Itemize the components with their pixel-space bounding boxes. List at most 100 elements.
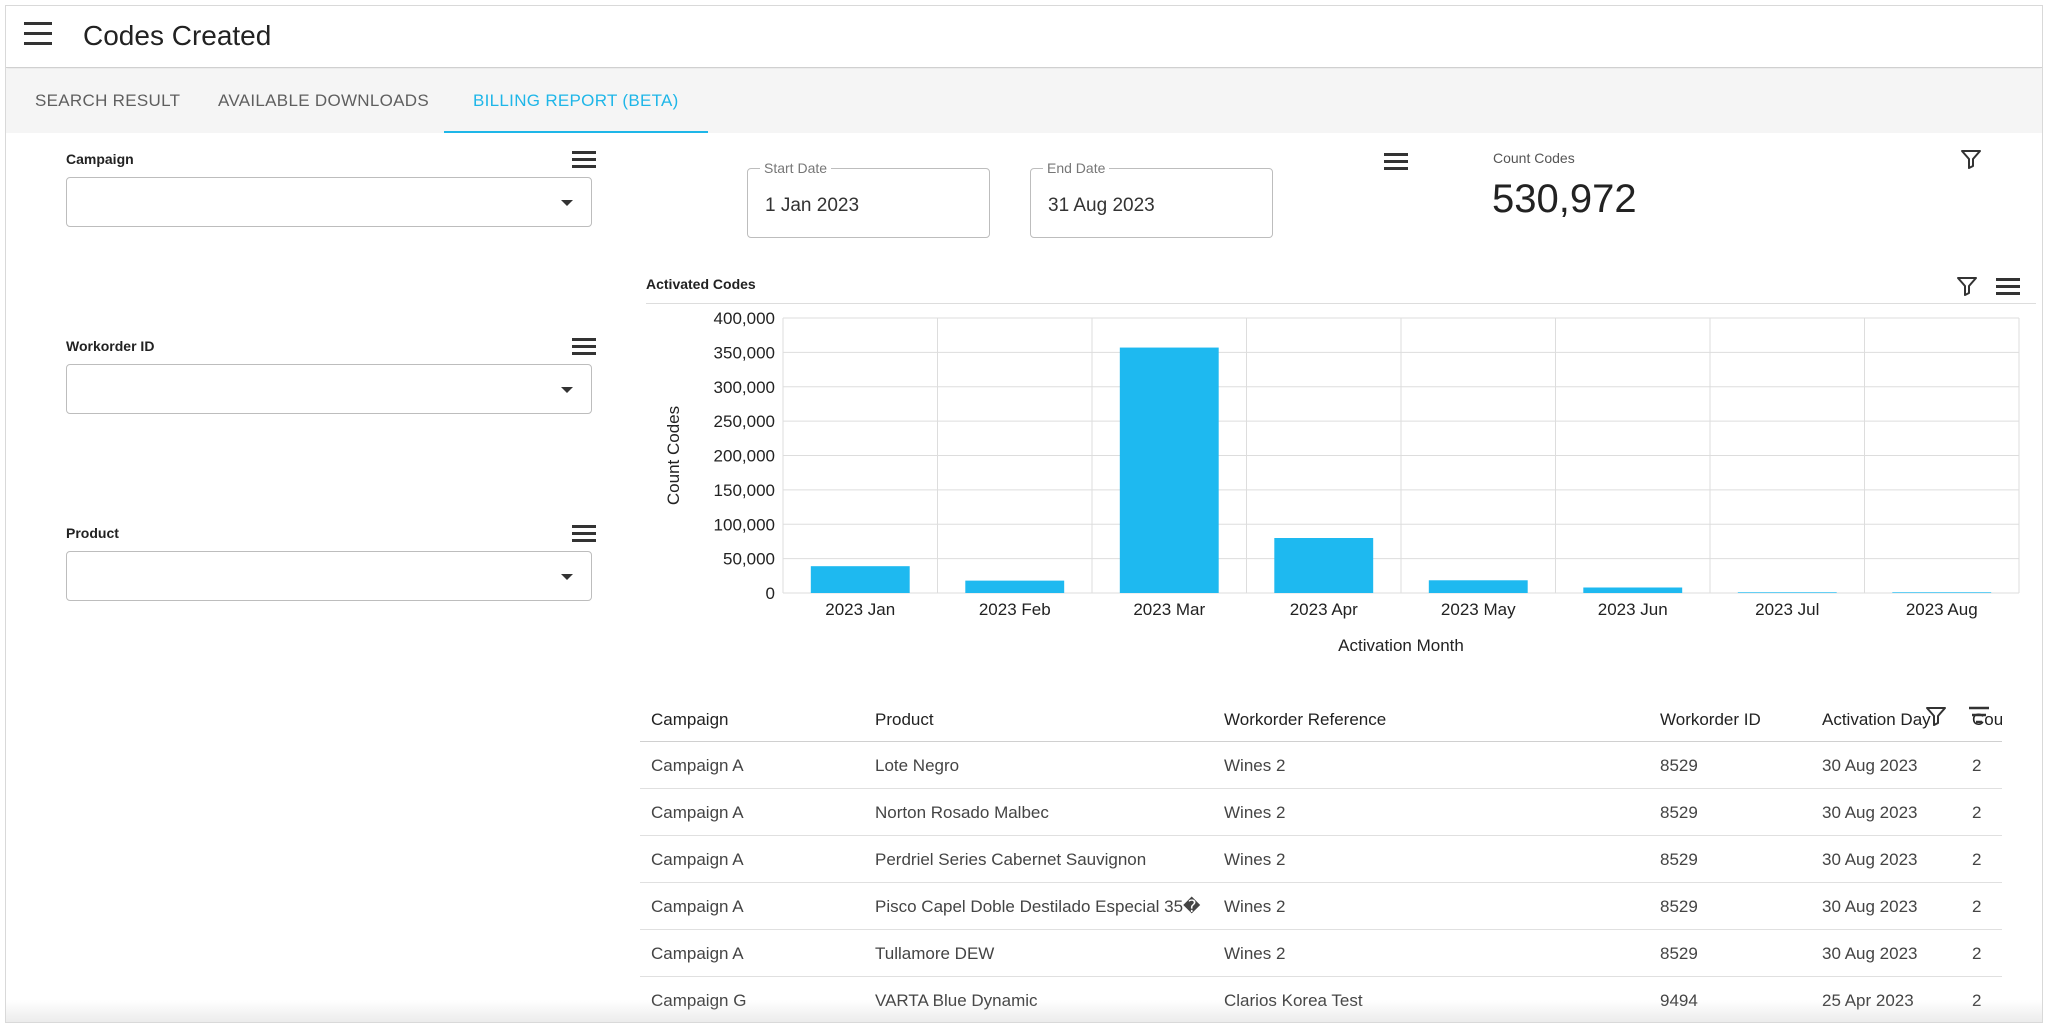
cell-workorder-reference: Clarios Korea Test: [1224, 977, 1363, 1022]
column-header-workorder-reference[interactable]: Workorder Reference: [1224, 710, 1387, 729]
campaign-select[interactable]: [66, 177, 592, 227]
sort-lines-icon[interactable]: [1967, 705, 1991, 725]
bar-2023-jun: [1583, 587, 1683, 593]
table-row[interactable]: Campaign A Perdriel Series Cabernet Sauvi…: [640, 836, 2002, 883]
cell-campaign: Campaign A: [651, 944, 744, 963]
chart-section-title: Activated Codes: [646, 276, 756, 292]
tab-search-result[interactable]: SEARCH RESULT: [35, 91, 181, 110]
cell-activation-day: 30 Aug 2023: [1822, 944, 1918, 963]
menu-lines-icon[interactable]: [1384, 153, 1408, 173]
cell-campaign: Campaign A: [651, 756, 744, 775]
cell-campaign: Campaign G: [651, 977, 746, 1022]
cell-workorder-reference: Wines 2: [1224, 944, 1286, 963]
workorder-filter: Workorder ID: [66, 338, 596, 414]
report-content: Campaign Workorder ID Product: [6, 133, 2042, 1022]
campaign-filter-label: Campaign: [66, 151, 134, 167]
table-row[interactable]: Campaign A Tullamore DEW Wines 2 8529 30 Aug…: [640, 930, 2002, 977]
cell-activation-day: 30 Aug 2023: [1822, 850, 1918, 869]
end-date-label: End Date: [1043, 160, 1110, 176]
cell-workorder-id: 8529: [1660, 897, 1698, 916]
x-tick-label: 2023 Aug: [1906, 600, 1978, 619]
column-header-workorder-id[interactable]: Workorder ID: [1660, 710, 1761, 729]
cell-campaign: Campaign A: [651, 897, 744, 916]
cell-workorder-reference: Wines 2: [1224, 897, 1286, 916]
table-row[interactable]: Campaign G VARTA Blue Dynamic Clarios Kore…: [640, 977, 2002, 1022]
workorder-select[interactable]: [66, 364, 592, 414]
top-app-bar: Codes Created: [6, 6, 2042, 68]
product-filter-label: Product: [66, 525, 119, 541]
cell-product: Pisco Capel Doble Destilado Especial 35�: [875, 897, 1201, 916]
cell-workorder-id: 8529: [1660, 850, 1698, 869]
cell-product: Norton Rosado Malbec: [875, 803, 1049, 822]
cell-activation-day: 30 Aug 2023: [1822, 756, 1918, 775]
y-tick-label: 50,000: [723, 550, 775, 569]
bar-2023-jan: [810, 566, 910, 593]
app-window: Codes Created SEARCH RESULT AVAILABLE DO…: [5, 5, 2043, 1023]
cell-activation-day: 25 Apr 2023: [1822, 977, 1914, 1022]
y-tick-label: 0: [766, 584, 775, 603]
bar-2023-feb: [965, 580, 1065, 593]
cell-count: 2: [1972, 756, 1982, 775]
section-divider: [646, 303, 2036, 304]
cell-campaign: Campaign A: [651, 803, 744, 822]
y-tick-label: 300,000: [714, 378, 775, 397]
y-tick-label: 150,000: [714, 481, 775, 500]
y-tick-label: 350,000: [714, 343, 775, 362]
product-select[interactable]: [66, 551, 592, 601]
menu-lines-icon[interactable]: [572, 338, 596, 358]
cell-product: VARTA Blue Dynamic: [875, 977, 1205, 1022]
x-tick-label: 2023 May: [1441, 600, 1516, 619]
cell-workorder-id: 9494: [1660, 977, 1698, 1022]
column-header-product[interactable]: Product: [875, 710, 934, 729]
tab-billing-report[interactable]: BILLING REPORT (BETA): [444, 69, 708, 133]
campaign-filter: Campaign: [66, 151, 596, 227]
end-date-field[interactable]: End Date 31 Aug 2023: [1030, 160, 1273, 238]
bottom-shadow: [6, 1000, 2042, 1022]
menu-lines-icon[interactable]: [572, 151, 596, 171]
table-row[interactable]: Campaign A Pisco Capel Doble Destilado Es…: [640, 883, 2002, 930]
cell-count: 2: [1972, 977, 1981, 1022]
menu-lines-icon[interactable]: [1996, 278, 2020, 298]
cell-count: 2: [1972, 944, 1982, 963]
x-tick-label: 2023 Feb: [979, 600, 1051, 619]
table-row[interactable]: Campaign A Norton Rosado Malbec Wines 2 852…: [640, 789, 2002, 836]
cell-count: 2: [1972, 850, 1982, 869]
cell-activation-day: 30 Aug 2023: [1822, 803, 1918, 822]
cell-product: Perdriel Series Cabernet Sauvignon: [875, 850, 1147, 869]
cell-workorder-id: 8529: [1660, 803, 1698, 822]
end-date-value: 31 Aug 2023: [1048, 195, 1155, 216]
x-tick-label: 2023 Jul: [1755, 600, 1819, 619]
tab-available-downloads[interactable]: AVAILABLE DOWNLOADS: [218, 91, 430, 110]
y-tick-label: 100,000: [714, 515, 775, 534]
cell-workorder-reference: Wines 2: [1224, 850, 1286, 869]
bar-2023-mar: [1119, 347, 1219, 593]
kpi-value: 530,972: [1492, 177, 1637, 221]
menu-lines-icon[interactable]: [572, 525, 596, 545]
bar-2023-aug: [1892, 592, 1992, 593]
cell-workorder-reference: Wines 2: [1224, 803, 1286, 822]
product-filter: Product: [66, 525, 596, 601]
cell-workorder-id: 8529: [1660, 944, 1698, 963]
column-header-activation-day[interactable]: Activation Day: [1822, 710, 1931, 729]
bar-2023-may: [1428, 580, 1528, 593]
y-axis-title: Count Codes: [664, 406, 683, 505]
cell-campaign: Campaign A: [651, 850, 744, 869]
x-tick-label: 2023 Mar: [1133, 600, 1205, 619]
x-tick-label: 2023 Apr: [1290, 600, 1358, 619]
billing-table: Campaign Product Workorder Reference Wor…: [640, 697, 2002, 1022]
filter-funnel-icon[interactable]: [1925, 705, 1947, 727]
table-row[interactable]: Campaign A Lote Negro Wines 2 8529 30 Aug 20…: [640, 742, 2002, 789]
start-date-label: Start Date: [760, 160, 832, 176]
activated-codes-bar-chart: 0 50,000 100,000 150,000 200,000 250,000 300,0…: [664, 309, 2020, 655]
filter-funnel-icon[interactable]: [1960, 148, 1982, 170]
cell-product: Tullamore DEW: [875, 944, 995, 963]
column-header-campaign[interactable]: Campaign: [651, 710, 729, 729]
start-date-field[interactable]: Start Date 1 Jan 2023: [747, 160, 990, 238]
filter-funnel-icon[interactable]: [1956, 275, 1978, 297]
y-tick-label: 250,000: [714, 412, 775, 431]
bar-2023-apr: [1274, 538, 1374, 593]
kpi-label: Count Codes: [1493, 150, 1575, 166]
cell-count: 2: [1972, 803, 1982, 822]
start-date-value: 1 Jan 2023: [765, 195, 860, 216]
hamburger-menu-icon[interactable]: [24, 22, 54, 50]
